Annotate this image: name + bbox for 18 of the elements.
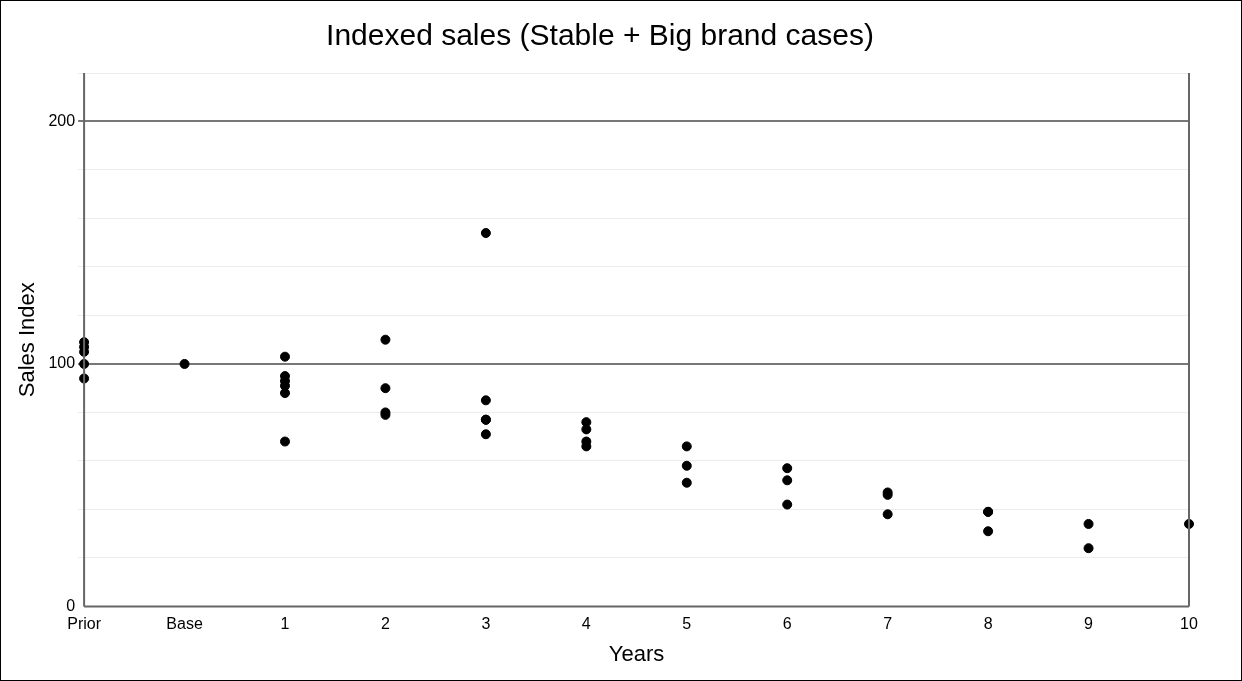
chart-title: Indexed sales (Stable + Big brand cases) (326, 18, 874, 52)
x-tick-label: Base (166, 615, 203, 633)
x-tick-label: 1 (280, 615, 290, 633)
x-tick-label: 4 (581, 615, 591, 633)
x-tick-label: 2 (380, 615, 390, 633)
x-axis-title: Years (608, 640, 665, 666)
y-tick-label: 100 (48, 354, 76, 372)
x-tick-label: 10 (1180, 615, 1198, 633)
x-tick-label: 6 (782, 615, 792, 633)
x-tick-label: 3 (481, 615, 491, 633)
x-tick-label: 9 (1084, 615, 1094, 633)
x-tick-label: 7 (883, 615, 893, 633)
x-tick-label: 5 (682, 615, 692, 633)
x-tick-label: Prior (67, 615, 102, 633)
y-tick-label: 200 (48, 111, 76, 129)
y-tick-label: 0 (66, 596, 76, 614)
x-tick-label: 8 (983, 615, 993, 633)
y-axis-title: Sales Index (14, 282, 40, 398)
